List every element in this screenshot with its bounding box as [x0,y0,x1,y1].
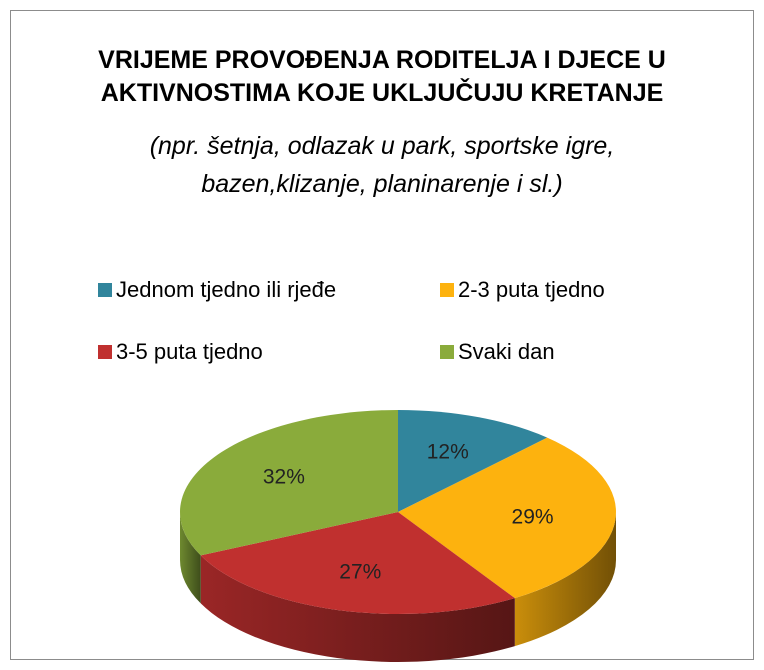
legend-label: Jednom tjedno ili rjeđe [116,277,336,302]
data-label: 27% [339,560,381,583]
legend-swatch [440,283,454,297]
pie-slice [200,512,515,614]
data-label: 12% [427,441,469,464]
legend-label: Svaki dan [458,339,555,364]
legend-swatch [98,345,112,359]
pie-slice [398,410,548,512]
data-label: 32% [263,466,305,489]
pie-slice-side [514,512,616,647]
pie-slice [398,437,616,599]
legend-swatch [440,345,454,359]
chart-title: VRIJEME PROVOĐENJA RODITELJA I DJECE U A… [98,46,666,107]
pie-slice [180,410,398,556]
pie-slice-side [180,512,201,604]
legend-label: 2-3 puta tjedno [458,277,605,302]
legend-swatch [98,283,112,297]
pie-slice-side [200,555,515,662]
data-label: 29% [512,505,554,528]
chart-subtitle: (npr. šetnja, odlazak u park, sportske i… [149,132,615,198]
legend-label: 3-5 puta tjedno [116,339,263,364]
